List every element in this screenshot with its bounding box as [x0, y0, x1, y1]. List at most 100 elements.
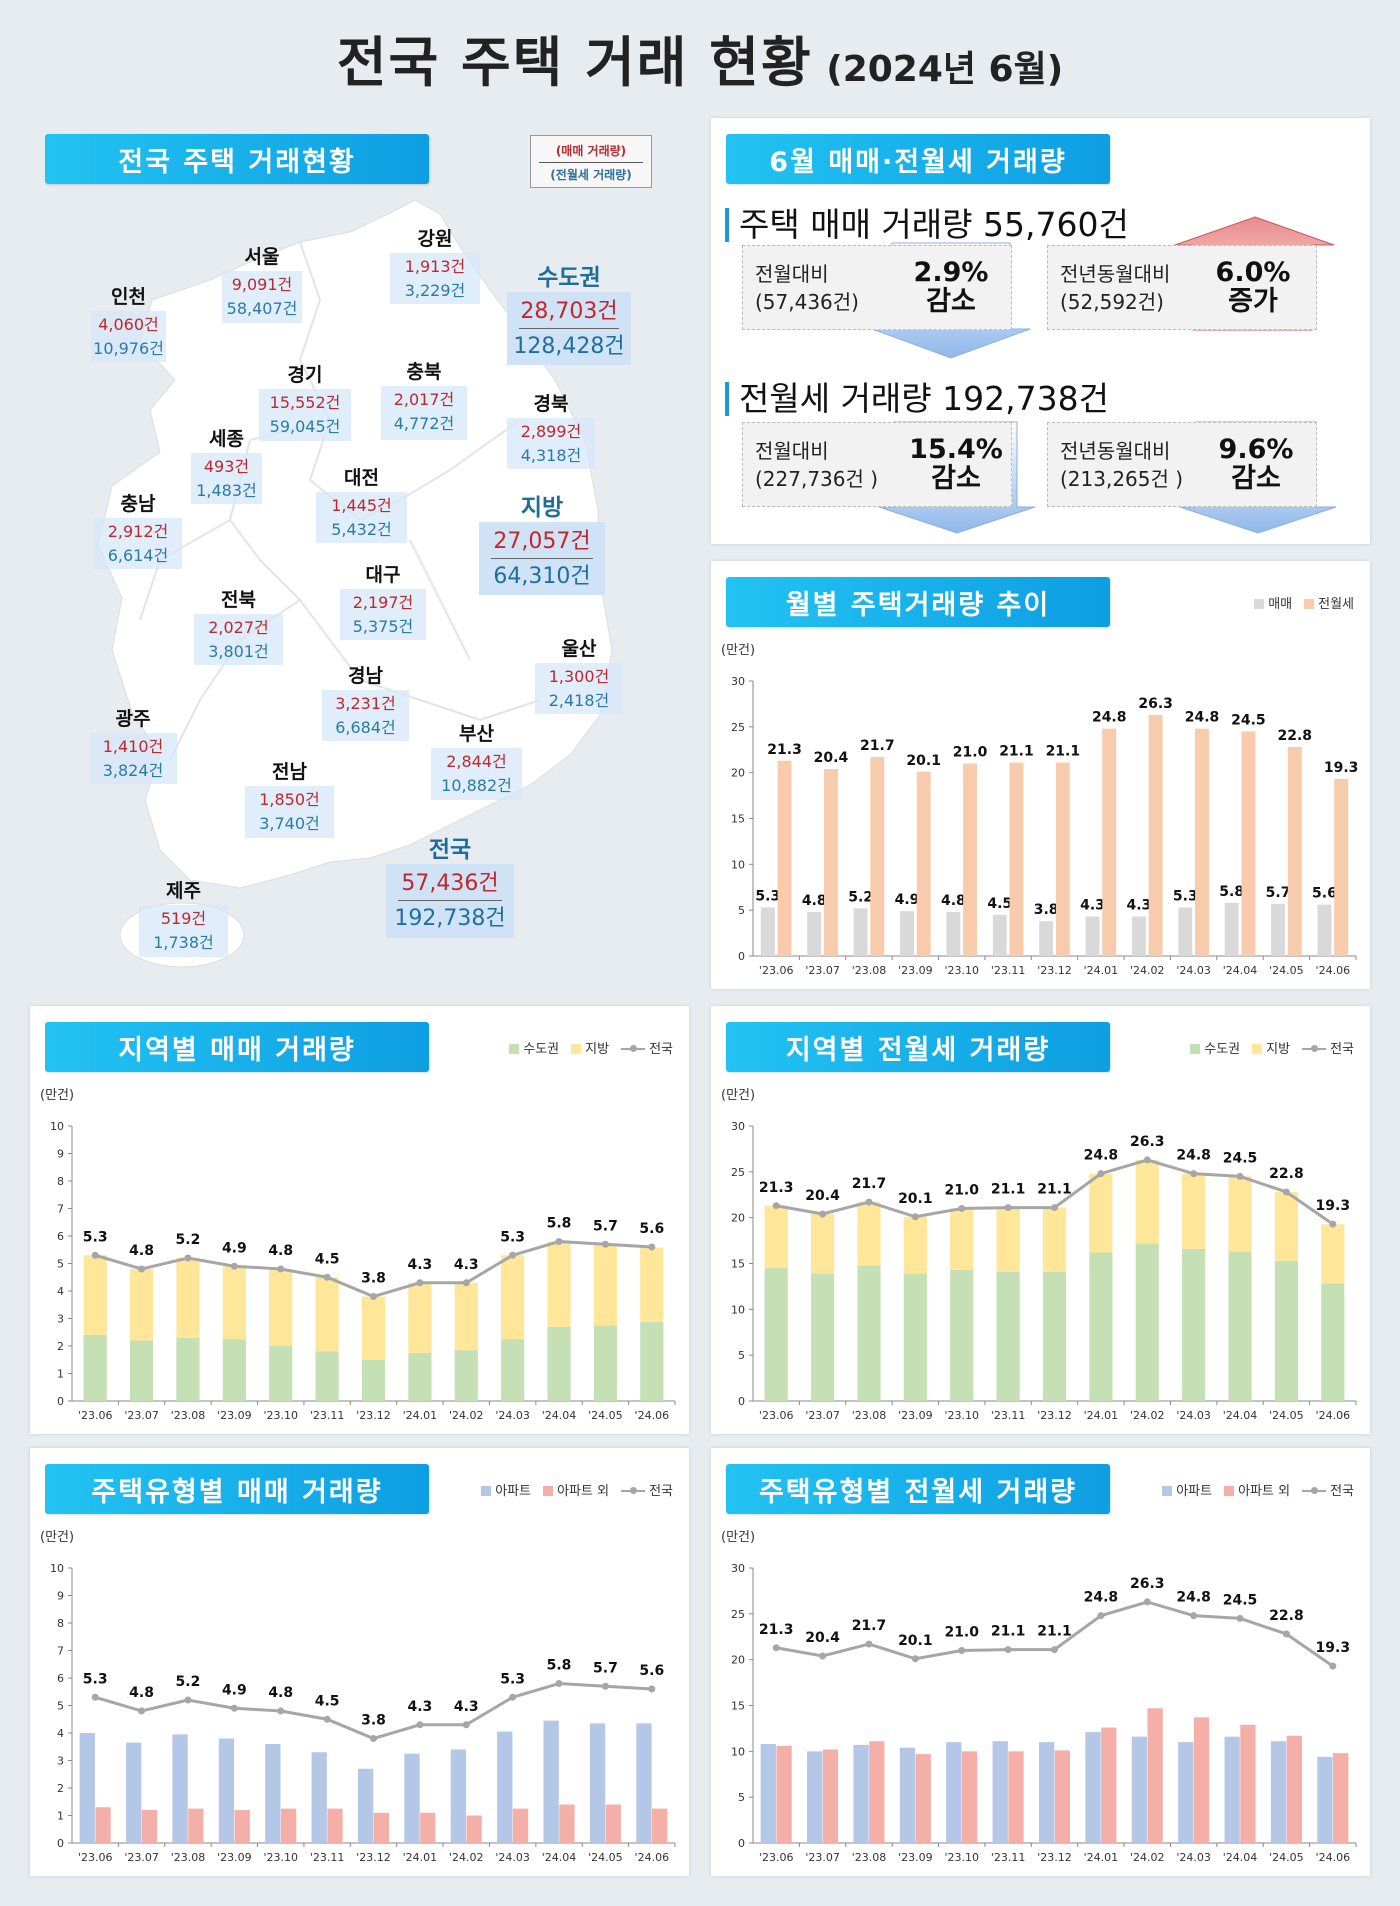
data-label: 24.5: [1223, 1592, 1258, 1608]
bar-아파트: [126, 1742, 142, 1843]
data-label: 21.1: [1046, 744, 1081, 760]
data-label: 21.1: [1037, 1624, 1072, 1640]
data-label: 5.6: [639, 1221, 664, 1237]
region-rental: 58,407건: [226, 299, 298, 318]
data-label: 5.7: [593, 1660, 618, 1676]
y-tick-label: 3: [57, 1313, 64, 1326]
bar-segment-수도권: [996, 1271, 1020, 1401]
x-tick-label: '23.10: [944, 964, 979, 977]
region-rental: 5,432건: [331, 520, 392, 539]
rental-heading: 전월세 거래량 192,738건: [725, 382, 1109, 416]
sales-mom-base: (57,436건): [755, 290, 859, 314]
bar-전월세: [823, 769, 838, 956]
sales-yoy-box: 전년동월대비 (52,592건): [1047, 245, 1317, 330]
chart-card-type_sales: 0 1 2 3 4 5 6 7 8 9 10 '23.06 '23.07 '23.08 '23.09 '23.…: [30, 1448, 689, 1876]
region-rental: 59,045건: [269, 417, 341, 436]
region-box: 519건 1,738건: [139, 905, 228, 957]
chart-title: 주택유형별 전월세 거래량: [726, 1464, 1110, 1514]
total-point: [819, 1652, 827, 1660]
y-tick-label: 15: [731, 1258, 745, 1271]
y-tick-label: 5: [57, 1700, 64, 1713]
x-tick-label: '24.04: [1223, 964, 1258, 977]
bar-아파트 외: [1193, 1717, 1210, 1843]
y-tick-label: 2: [57, 1340, 64, 1353]
bar-아파트 외: [559, 1804, 575, 1843]
sales-mom-box: 전월대비 (57,436건): [742, 245, 1012, 330]
legend-item: 매매: [1254, 593, 1292, 612]
y-axis-unit: (만건): [40, 1530, 75, 1545]
bar-아파트 외: [869, 1741, 885, 1843]
bar-segment-지방: [1089, 1173, 1113, 1253]
region-rental: 4,318건: [520, 446, 582, 465]
x-tick-label: '23.09: [217, 1409, 252, 1422]
y-tick-label: 9: [57, 1590, 64, 1603]
legend-item: 지방: [571, 1038, 609, 1057]
region-name: 경북: [533, 393, 569, 415]
bar-전월세: [870, 757, 885, 956]
data-label: 4.9: [222, 1240, 247, 1256]
chart-legend: 수도권 지방 전국: [1190, 1038, 1354, 1057]
total-point: [1051, 1204, 1058, 1212]
legend-label: 전국: [1330, 1484, 1354, 1499]
bar-segment-지방: [129, 1269, 154, 1341]
bar-segment-수도권: [454, 1350, 478, 1401]
bar-아파트 외: [915, 1754, 931, 1843]
region-sales: 1,300건: [548, 667, 610, 686]
bar-매매: [1317, 904, 1332, 956]
legend-swatch: [1162, 1486, 1173, 1496]
y-tick-label: 7: [57, 1645, 64, 1658]
legend-label: 전국: [649, 1042, 673, 1057]
bar-segment-지방: [547, 1241, 571, 1327]
legend-line-marker: [1302, 1045, 1327, 1052]
bar-전월세: [1102, 728, 1117, 956]
x-tick-label: '23.07: [805, 1409, 840, 1422]
legend-item: 아파트 외: [543, 1480, 609, 1499]
y-tick-label: 6: [57, 1672, 64, 1685]
summary-region-name: 전국: [428, 837, 472, 863]
x-tick-label: '23.07: [805, 1851, 840, 1864]
data-label: 4.9: [895, 892, 920, 908]
bar-아파트 외: [280, 1808, 297, 1843]
x-tick-label: '24.02: [449, 1851, 484, 1864]
total-point: [462, 1279, 470, 1287]
x-tick-label: '23.10: [944, 1851, 979, 1864]
bar-아파트: [899, 1747, 916, 1843]
bar-매매: [760, 907, 775, 956]
total-point: [648, 1243, 656, 1251]
chart-title: 지역별 전월세 거래량: [726, 1022, 1110, 1072]
bar-아파트: [172, 1734, 188, 1843]
x-tick-label: '24.04: [1223, 1409, 1258, 1422]
total-point: [772, 1644, 780, 1652]
total-point: [1097, 1170, 1105, 1178]
total-point: [555, 1238, 563, 1245]
total-point: [1329, 1220, 1337, 1228]
total-point: [1051, 1646, 1058, 1654]
total-point: [911, 1213, 919, 1221]
total-point: [958, 1205, 966, 1212]
bar-segment-수도권: [857, 1265, 881, 1401]
x-tick-label: '23.09: [898, 1409, 933, 1422]
bar-아파트 외: [466, 1815, 482, 1843]
bar-아파트: [636, 1723, 652, 1843]
total-point: [416, 1279, 424, 1287]
data-label: 4.9: [222, 1682, 247, 1698]
rental-yoy-base: (213,265건 ): [1060, 467, 1184, 491]
x-tick-label: '23.06: [759, 1409, 794, 1422]
total-point: [772, 1202, 780, 1210]
pct-value: 6.0%: [1215, 257, 1291, 288]
y-tick-label: 30: [731, 675, 745, 688]
total-point: [1190, 1170, 1198, 1178]
bar-segment-수도권: [83, 1335, 107, 1401]
total-point: [1236, 1614, 1244, 1622]
chart-card-region_rental: 0 5 10 15 20 25 30 '23.06 '23.07 '23.08 '23.09 '23.…: [711, 1006, 1370, 1434]
legend-label: 아파트: [1176, 1484, 1213, 1499]
legend-swatch: [1252, 1044, 1263, 1054]
bar-아파트 외: [961, 1751, 978, 1843]
x-tick-label: '24.01: [403, 1851, 438, 1864]
x-tick-label: '23.12: [1037, 1409, 1072, 1422]
bar-segment-수도권: [1042, 1271, 1067, 1401]
data-label: 19.3: [1324, 760, 1359, 776]
x-tick-label: '24.03: [1176, 1851, 1211, 1864]
bar-전월세: [1055, 762, 1070, 956]
map-panel-header: 전국 주택 거래현황: [45, 134, 429, 184]
